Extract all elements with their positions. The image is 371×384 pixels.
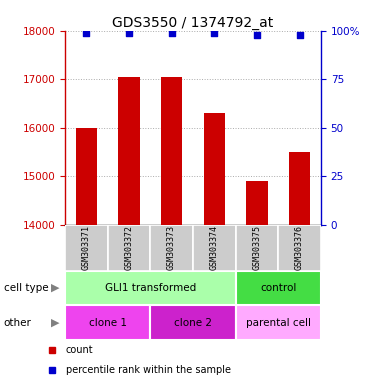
Point [254, 31, 260, 38]
Bar [246, 181, 267, 225]
Bar [118, 77, 139, 225]
Bar [108, 225, 150, 271]
Bar [204, 113, 225, 225]
Point [83, 30, 89, 36]
Bar [236, 305, 321, 340]
Point [297, 31, 303, 38]
Bar [278, 225, 321, 271]
Bar [150, 305, 236, 340]
Bar [161, 77, 182, 225]
Text: other: other [4, 318, 32, 328]
Bar [65, 225, 108, 271]
Text: ▶: ▶ [52, 283, 60, 293]
Text: control: control [260, 283, 296, 293]
Title: GDS3550 / 1374792_at: GDS3550 / 1374792_at [112, 16, 273, 30]
Bar [193, 225, 236, 271]
Text: GSM303371: GSM303371 [82, 225, 91, 270]
Text: GSM303373: GSM303373 [167, 225, 176, 270]
Point [168, 30, 174, 36]
Text: clone 2: clone 2 [174, 318, 212, 328]
Bar [65, 271, 236, 305]
Text: cell type: cell type [4, 283, 48, 293]
Point [126, 30, 132, 36]
Text: parental cell: parental cell [246, 318, 311, 328]
Text: count: count [66, 345, 93, 355]
Bar [289, 152, 310, 225]
Bar [236, 271, 321, 305]
Text: GSM303376: GSM303376 [295, 225, 304, 270]
Text: clone 1: clone 1 [89, 318, 127, 328]
Text: GLI1 transformed: GLI1 transformed [105, 283, 196, 293]
Text: GSM303375: GSM303375 [252, 225, 262, 270]
Text: GSM303374: GSM303374 [210, 225, 219, 270]
Bar [236, 225, 278, 271]
Text: ▶: ▶ [52, 318, 60, 328]
Bar [65, 305, 150, 340]
Bar [150, 225, 193, 271]
Text: percentile rank within the sample: percentile rank within the sample [66, 365, 231, 375]
Bar [76, 128, 97, 225]
Point [211, 30, 217, 36]
Text: GSM303372: GSM303372 [124, 225, 134, 270]
